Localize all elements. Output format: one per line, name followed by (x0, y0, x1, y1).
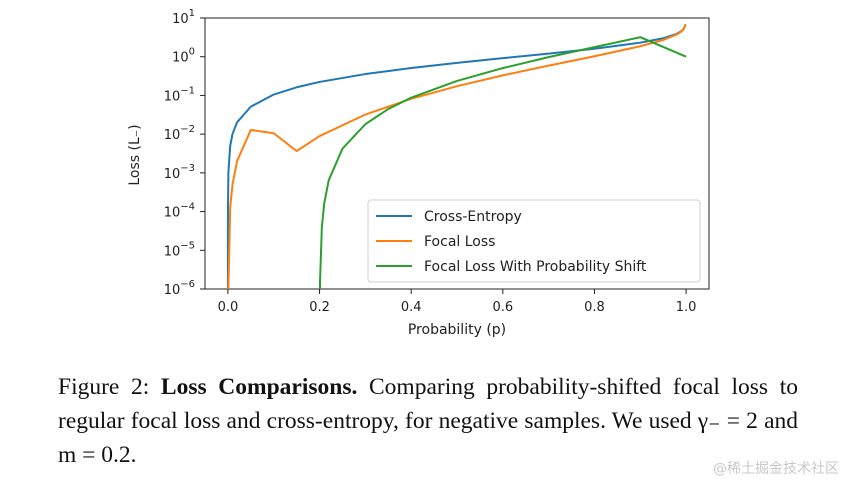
x-tick-label: 0.0 (218, 300, 239, 315)
caption-body: Comparing probability-shifted focal loss… (58, 374, 798, 468)
legend-box (367, 199, 701, 283)
y-tick-label: 10−3 (164, 163, 195, 182)
caption-label: Figure 2: (58, 374, 150, 400)
y-tick-label: 101 (172, 8, 195, 27)
y-tick-label: 10−4 (164, 202, 195, 221)
plot-frame (204, 17, 710, 290)
y-tick-label: 10−6 (164, 279, 195, 298)
y-tick-label: 10−2 (164, 124, 195, 143)
series-layer (226, 23, 687, 289)
x-axis: 0.0 0.2 0.4 0.6 0.8 1.0 (218, 289, 697, 315)
figure-caption: Figure 2: Loss Comparisons. Comparing pr… (58, 370, 798, 472)
watermark: @稀土掘金技术社区 (713, 461, 839, 477)
loss-chart: 10−6 10−5 10−4 10−3 10−2 10−1 100 101 0.0 0.2 0.4… (127, 8, 710, 338)
y-tick-label: 10−1 (164, 85, 195, 104)
legend-label-focal-loss-shift: Focal Loss With Probability Shift (424, 259, 647, 275)
x-tick-label: 0.8 (584, 300, 605, 315)
x-tick-label: 0.2 (309, 300, 330, 315)
legend-label-focal-loss: Focal Loss (424, 234, 495, 250)
cross-entropy-line (226, 23, 687, 289)
y-axis-label: Loss (L₋) (127, 124, 143, 185)
legend-label-cross-entropy: Cross-Entropy (424, 209, 522, 225)
focal-loss-shift-line (318, 36, 687, 289)
y-tick-label: 10−5 (164, 240, 195, 259)
x-tick-label: 0.6 (492, 300, 513, 315)
y-axis: 10−6 10−5 10−4 10−3 10−2 10−1 100 101 (164, 8, 205, 298)
x-tick-label: 1.0 (676, 300, 697, 315)
caption-heading: Loss Comparisons. (160, 374, 358, 400)
x-axis-label: Probability (p) (408, 322, 506, 338)
legend: Cross-Entropy Focal Loss Focal Loss With P… (367, 199, 701, 283)
y-tick-label: 100 (172, 47, 195, 66)
x-tick-label: 0.4 (401, 300, 422, 315)
focal-loss-line (227, 23, 687, 289)
